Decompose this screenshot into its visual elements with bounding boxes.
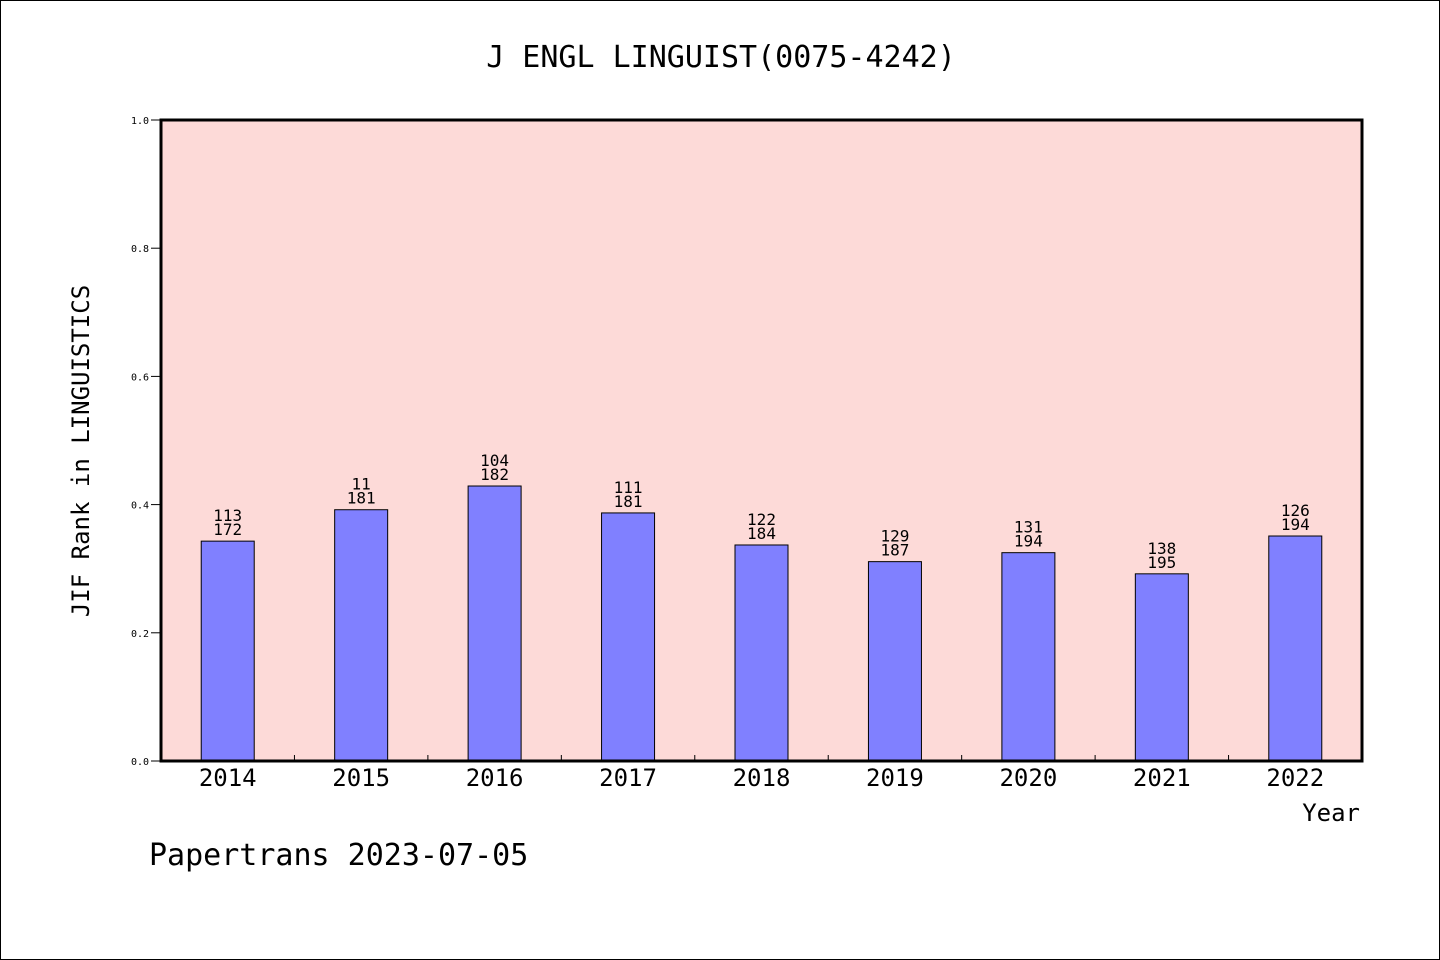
x-tick-label: 2018 xyxy=(733,764,791,792)
x-tick-label: 2015 xyxy=(332,764,390,792)
bar xyxy=(1134,573,1189,762)
x-tick-label: 2021 xyxy=(1133,764,1191,792)
y-tick-label: 0.8 xyxy=(131,244,149,255)
bar xyxy=(734,544,789,762)
bar-total-label: 181 xyxy=(614,492,643,511)
bar xyxy=(200,540,255,762)
bar-total-label: 172 xyxy=(213,520,242,539)
bar-rank-label: 11 xyxy=(352,475,371,494)
bar-total-label: 194 xyxy=(1014,532,1043,551)
bar-rank-label: 113 xyxy=(213,506,242,525)
bar xyxy=(1268,535,1323,762)
x-tick-label: 2019 xyxy=(866,764,924,792)
bar xyxy=(334,509,389,762)
x-axis-label: Year xyxy=(1302,799,1360,827)
x-tick-label: 2014 xyxy=(199,764,257,792)
x-tick-label: 2016 xyxy=(466,764,524,792)
bar xyxy=(1001,552,1056,762)
y-axis-label: JIF Rank in LINGUISTICS xyxy=(67,285,95,617)
y-tick-label: 0.0 xyxy=(131,757,149,768)
bar-total-label: 181 xyxy=(347,489,376,508)
bar xyxy=(467,485,522,762)
bar-total-label: 184 xyxy=(747,524,776,543)
bar-rank-label: 129 xyxy=(880,527,909,546)
bar-total-label: 187 xyxy=(880,541,909,560)
y-tick-label: 1.0 xyxy=(131,116,149,127)
y-tick-label: 0.4 xyxy=(131,501,149,512)
chart-title: J ENGL LINGUIST(0075-4242) xyxy=(486,40,956,75)
bar-rank-label: 126 xyxy=(1281,501,1310,520)
bar-rank-label: 131 xyxy=(1014,518,1043,537)
bar-rank-label: 122 xyxy=(747,510,776,529)
bar-total-label: 195 xyxy=(1147,553,1176,572)
y-tick-label: 0.2 xyxy=(131,629,149,640)
bar-rank-label: 111 xyxy=(614,478,643,497)
x-tick-label: 2020 xyxy=(999,764,1057,792)
plot-frame xyxy=(159,118,1364,763)
bar-total-label: 194 xyxy=(1281,515,1310,534)
y-tick-label: 0.6 xyxy=(131,372,149,383)
bar-rank-label: 104 xyxy=(480,451,509,470)
bar-rank-label: 138 xyxy=(1147,539,1176,558)
x-tick-label: 2022 xyxy=(1266,764,1324,792)
bar-total-label: 182 xyxy=(480,465,509,484)
x-tick-label: 2017 xyxy=(599,764,657,792)
footer-text: Papertrans 2023-07-05 xyxy=(149,838,528,873)
bar xyxy=(867,561,922,762)
bar xyxy=(601,512,656,762)
